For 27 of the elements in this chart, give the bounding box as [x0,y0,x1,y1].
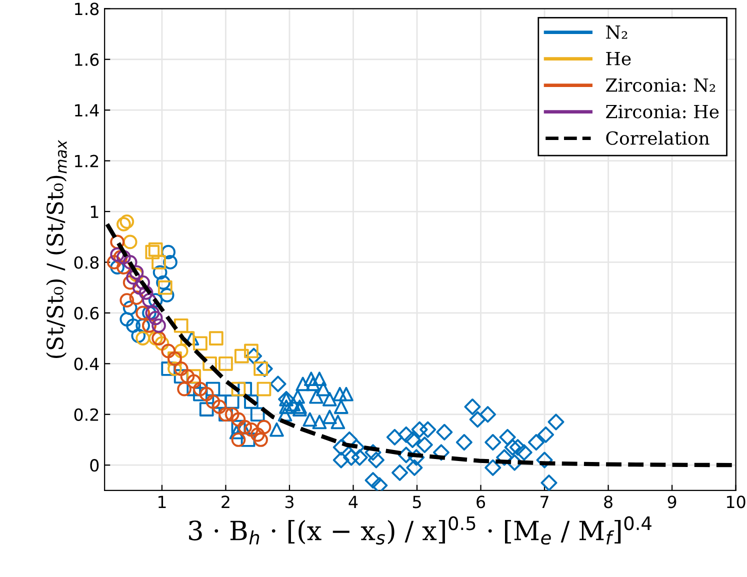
y-tick-label: 0 [90,459,99,472]
y-tick-label: 1.6 [75,53,99,66]
x-tick-label: 7 [540,496,548,508]
y-tick-label: 0.2 [74,408,98,421]
x-tick-label: 10 [727,496,746,508]
y-tick-label: 0.4 [74,358,99,370]
y-tick-label: 1.2 [75,154,98,168]
legend-label: Zirconia: N₂ [606,78,716,92]
y-tick-label: 0.6 [74,306,99,320]
legend-label: Zirconia: He [606,104,719,118]
text: 3 · B$_{h}$ · [(x − x$_{s}$) / x]$^{0.5}$ · [M$_{e}$ / M$_{f}$]$^{0.4}$ [189,516,652,545]
x-tick-label: 3 [285,496,294,508]
y-tick-label: 0.8 [74,256,99,269]
legend-label: Correlation [606,130,710,145]
x-tick-label: 1 [158,496,166,508]
x-tick-label: 9 [668,496,676,508]
legend-label: He [606,52,631,66]
y-tick-label: 1.4 [75,104,99,116]
legend-label: N₂ [606,25,628,39]
x-tick-label: 5 [412,496,421,508]
x-tick-label: 2 [222,496,230,508]
y-tick-label: 1.8 [75,2,99,16]
x-tick-label: 6 [476,496,486,508]
x-tick-label: 4 [348,496,358,508]
y-axis-title: (St/St₀) / (St/St₀)$_{max}$ [46,140,67,358]
x-tick-label: 8 [604,496,612,508]
y-tick-label: 1 [90,206,98,218]
